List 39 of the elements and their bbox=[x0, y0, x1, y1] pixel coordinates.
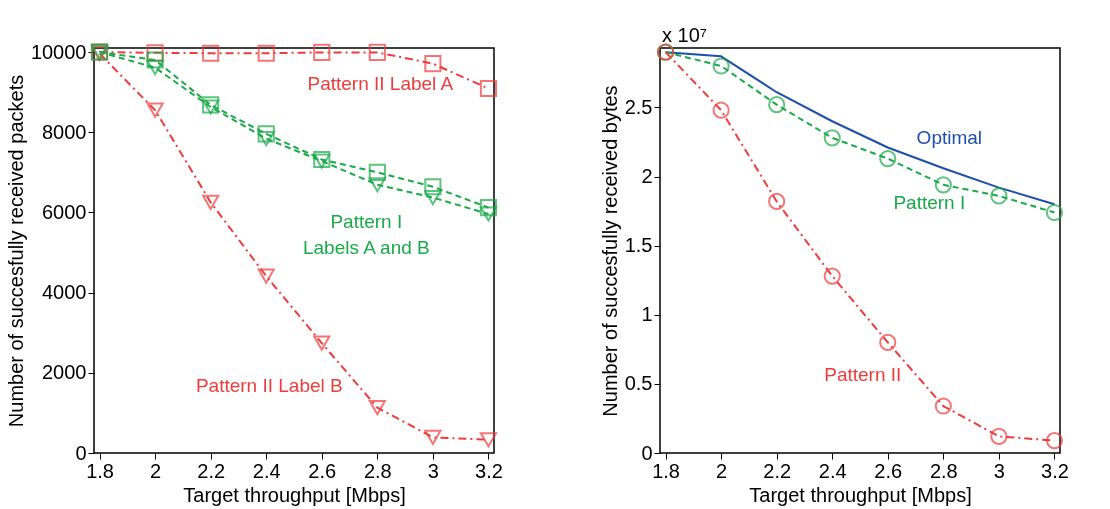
x-tick-label: 2.8 bbox=[929, 459, 958, 482]
y-tick-label: 1 bbox=[641, 303, 653, 326]
x-tick-label: 2.6 bbox=[308, 459, 337, 482]
y-axis-title: Number of succesfully received bytes bbox=[598, 85, 621, 417]
text: x 10⁷ bbox=[662, 24, 708, 46]
y-tick-label: 0 bbox=[75, 441, 87, 464]
series-label: Optimal bbox=[916, 127, 983, 149]
x-tick-label: 3.2 bbox=[1041, 459, 1069, 482]
x-tick-label: 2.8 bbox=[363, 459, 392, 482]
y-axis-title: Number of succesfully received packets bbox=[4, 74, 27, 428]
x-tick-label: 2.2 bbox=[197, 459, 226, 482]
series-label: Pattern II bbox=[824, 364, 902, 386]
series-label: Pattern II Label B bbox=[195, 374, 343, 396]
x-tick-label: 2.4 bbox=[818, 459, 847, 482]
x-tick-label: 3.2 bbox=[475, 459, 503, 482]
x-axis-title: Target throughput [Mbps] bbox=[183, 483, 406, 506]
y-tick-label: 8000 bbox=[42, 120, 87, 143]
x-tick-label: 1.8 bbox=[652, 459, 680, 482]
y-tick-label: 2.5 bbox=[624, 95, 653, 118]
y-tick-label: 10000 bbox=[30, 40, 87, 63]
x-tick-label: 1.8 bbox=[86, 459, 114, 482]
y-tick-label: 2 bbox=[641, 165, 653, 188]
x-axis-title: Target throughput [Mbps] bbox=[749, 483, 972, 506]
x-tick-label: 2.2 bbox=[763, 459, 792, 482]
x-tick-label: 3 bbox=[993, 459, 1005, 482]
y-tick-label: 6000 bbox=[42, 200, 87, 223]
x-tick-label: 2 bbox=[150, 459, 162, 482]
series-label: Pattern I Labels A and B bbox=[302, 211, 430, 259]
x-tick-label: 2.6 bbox=[874, 459, 903, 482]
x-tick-label: 2.4 bbox=[252, 459, 281, 482]
y-tick-label: 0.5 bbox=[624, 372, 653, 395]
series-label: Pattern I bbox=[893, 191, 966, 213]
x-tick-label: 2 bbox=[716, 459, 728, 482]
y-tick-label: 4000 bbox=[42, 281, 87, 304]
series-label: Pattern II Label A bbox=[307, 73, 454, 95]
y-tick-label: 2000 bbox=[42, 361, 87, 384]
y-tick-label: 0 bbox=[641, 441, 653, 464]
x-tick-label: 3 bbox=[427, 459, 439, 482]
y-tick-label: 1.5 bbox=[624, 234, 653, 257]
